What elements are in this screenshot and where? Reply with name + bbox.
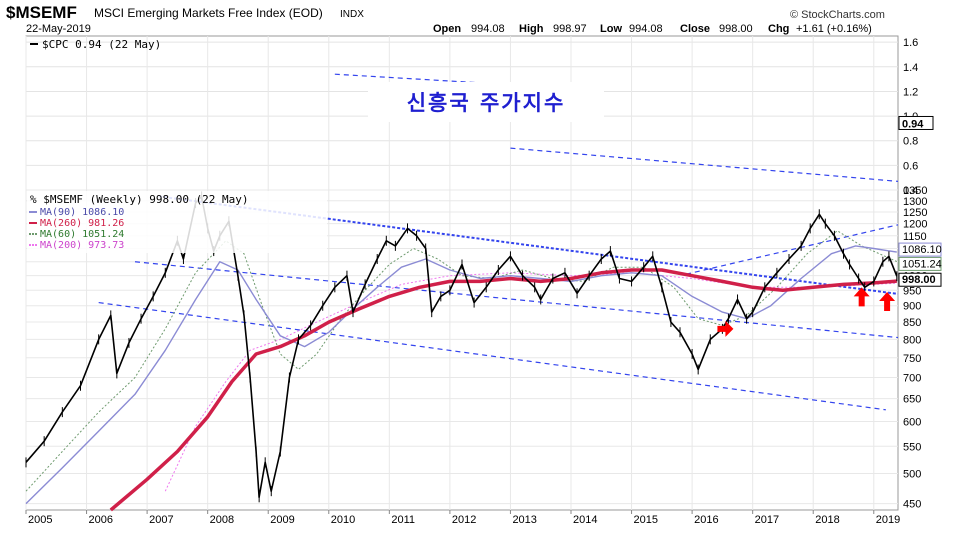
legend-ma200: MA(200) 973.73 bbox=[40, 240, 124, 251]
cpc-value-label: 0.94 bbox=[902, 118, 924, 130]
chart-exchange: INDX bbox=[340, 9, 364, 20]
high-value: 998.97 bbox=[553, 23, 587, 35]
x-tick-label: 2019 bbox=[876, 514, 900, 526]
upper-ytick-label: 1.6 bbox=[903, 37, 918, 49]
close-value-label: 998.00 bbox=[902, 274, 936, 286]
upper-ytick-label: 1.2 bbox=[903, 86, 918, 98]
cpc-value-label-box bbox=[898, 115, 934, 130]
main-ytick-label: 450 bbox=[903, 499, 921, 511]
main-ytick-label: 550 bbox=[903, 441, 921, 453]
x-tick-label: 2007 bbox=[149, 514, 173, 526]
chg-label: Chg bbox=[768, 23, 789, 35]
open-label: Open bbox=[433, 23, 461, 35]
main-ytick-label: 1150 bbox=[903, 231, 927, 243]
red-arrow-marker bbox=[717, 320, 734, 337]
close-label: Close bbox=[680, 23, 710, 35]
x-tick-label: 2010 bbox=[331, 514, 355, 526]
close-value-label-box bbox=[898, 272, 942, 287]
main-legend: % $MSEMF (Weekly) 998.00 (22 May) MA(90)… bbox=[27, 191, 327, 253]
x-tick-label: 2011 bbox=[391, 514, 415, 526]
legend-ma260: MA(260) 981.26 bbox=[40, 218, 124, 229]
x-tick-label: 2017 bbox=[755, 514, 779, 526]
main-ytick-label: 500 bbox=[903, 469, 921, 481]
overlay-title: 신흥국 주가지수 bbox=[368, 82, 604, 122]
trend-channel-line bbox=[134, 261, 899, 339]
upper-legend-label: $CPC 0.94 (22 May) bbox=[42, 38, 161, 51]
legend-ma90: MA(90) 1086.10 bbox=[40, 207, 124, 218]
x-tick-label: 2009 bbox=[270, 514, 294, 526]
red-arrow-marker bbox=[879, 292, 896, 312]
upper-ytick-label: 0.8 bbox=[903, 136, 918, 148]
low-label: Low bbox=[600, 23, 622, 35]
trend-channel-projection bbox=[510, 147, 899, 182]
x-tick-label: 2018 bbox=[815, 514, 839, 526]
trend-channel-line bbox=[98, 301, 886, 411]
main-ytick-label: 1350 bbox=[903, 185, 927, 197]
ma90-value-label: 1086.10 bbox=[902, 244, 942, 256]
high-label: High bbox=[519, 23, 544, 35]
main-legend-bg bbox=[27, 191, 327, 253]
red-arrow-marker bbox=[853, 287, 870, 307]
x-tick-label: 2013 bbox=[512, 514, 536, 526]
ma60-value-label-box bbox=[898, 256, 942, 271]
ma60-value-label: 1051.24 bbox=[902, 258, 942, 270]
x-tick-label: 2005 bbox=[28, 514, 52, 526]
low-value: 994.08 bbox=[629, 23, 663, 35]
series-line-ma90 bbox=[25, 245, 897, 505]
chg-value: +1.61 (+0.16%) bbox=[796, 23, 872, 35]
legend-ma60: MA(60) 1051.24 bbox=[40, 229, 124, 240]
close-value: 998.00 bbox=[719, 23, 753, 35]
main-ytick-label: 800 bbox=[903, 334, 921, 346]
upper-ytick-label: 1.4 bbox=[903, 62, 918, 74]
series-line-ma60 bbox=[25, 230, 898, 492]
upper-ytick-label: 0.4 bbox=[903, 185, 918, 197]
trend-channel-projection bbox=[334, 73, 481, 84]
open-value: 994.08 bbox=[471, 23, 505, 35]
x-tick-label: 2012 bbox=[452, 514, 476, 526]
main-ytick-label: 1200 bbox=[903, 219, 927, 231]
chart-index-name: MSCI Emerging Markets Free Index (EOD) bbox=[94, 6, 323, 20]
trend-channel-line bbox=[159, 195, 899, 295]
legend-price: % $MSEMF (Weekly) 998.00 (22 May) bbox=[30, 193, 249, 206]
x-tick-label: 2016 bbox=[694, 514, 718, 526]
main-ytick-label: 850 bbox=[903, 317, 921, 329]
stockcharts-watermark: © StockCharts.com bbox=[790, 9, 885, 21]
chart-date: 22-May-2019 bbox=[26, 23, 91, 35]
main-ytick-label: 900 bbox=[903, 301, 921, 313]
main-ytick-label: 600 bbox=[903, 416, 921, 428]
x-tick-label: 2014 bbox=[573, 514, 597, 526]
chart-symbol: $MSEMF bbox=[6, 3, 77, 22]
x-tick-label: 2006 bbox=[89, 514, 113, 526]
x-tick-label: 2015 bbox=[634, 514, 658, 526]
main-ytick-label: 1300 bbox=[903, 196, 927, 208]
upper-ytick-label: 0.6 bbox=[903, 160, 918, 172]
x-tick-label: 2008 bbox=[210, 514, 234, 526]
upper-legend: $CPC 0.94 (22 May) bbox=[30, 38, 161, 51]
series-line-ma260 bbox=[109, 268, 897, 512]
main-ytick-label: 750 bbox=[903, 353, 921, 365]
ma90-value-label-box bbox=[898, 242, 942, 257]
main-ytick-label: 1250 bbox=[903, 207, 927, 219]
main-ytick-label: 950 bbox=[903, 285, 921, 297]
main-ytick-label: 650 bbox=[903, 394, 921, 406]
main-ytick-label: 700 bbox=[903, 372, 921, 384]
trend-channel-line bbox=[685, 224, 899, 275]
